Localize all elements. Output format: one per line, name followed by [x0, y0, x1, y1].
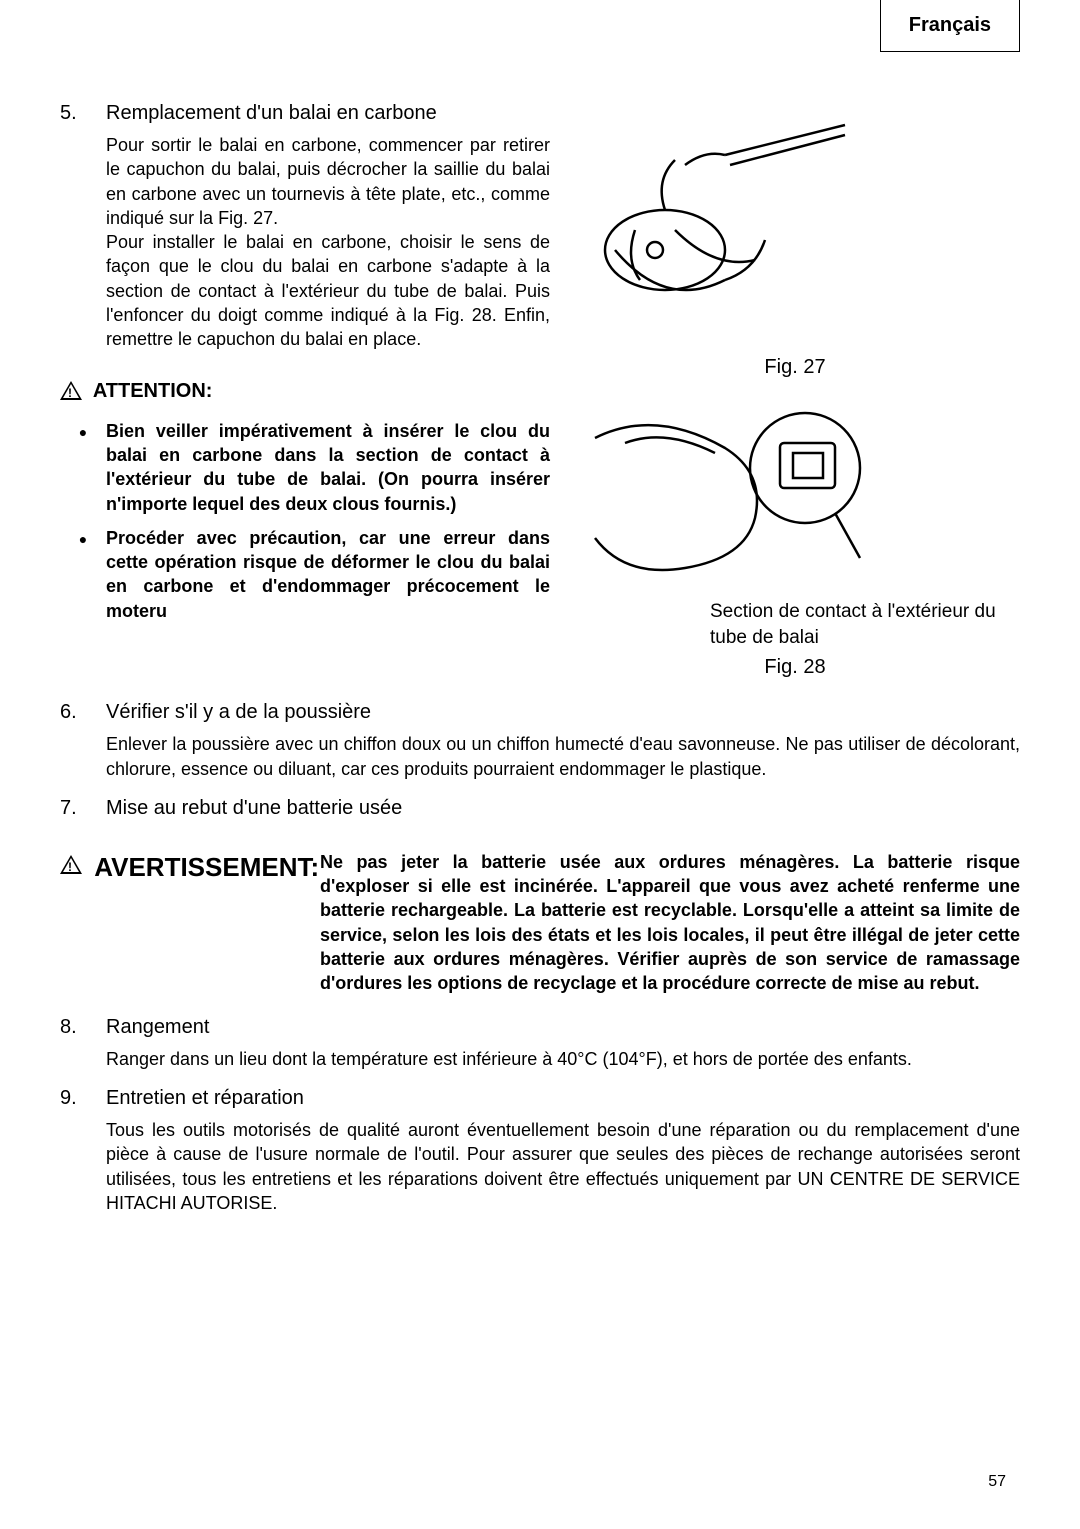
item-text: Tous les outils motorisés de qualité aur…	[106, 1118, 1020, 1215]
attention-heading: ATTENTION:	[60, 378, 550, 405]
item-text: Ranger dans un lieu dont la température …	[106, 1047, 1020, 1071]
brush-detail-illustration-icon	[575, 398, 895, 588]
list-item-8: 8. Rangement Ranger dans un lieu dont la…	[60, 1014, 1020, 1071]
figure-27: Fig. 27	[570, 100, 1020, 381]
figure-28: Section de contact à l'extérieur du tube…	[570, 393, 1020, 681]
item-text: Enlever la poussière avec un chiffon dou…	[106, 732, 1020, 781]
page-number: 57	[988, 1471, 1006, 1493]
warning-icon	[60, 381, 82, 400]
item-number: 5.	[60, 100, 106, 352]
language-tab: Français	[880, 0, 1020, 52]
figure-label: Section de contact à l'extérieur du tube…	[710, 599, 1020, 650]
item-title: Entretien et réparation	[106, 1085, 1020, 1112]
item-title: Vérifier s'il y a de la poussière	[106, 699, 1020, 726]
figure-caption: Fig. 28	[570, 654, 1020, 681]
item-number: 6.	[60, 699, 106, 781]
item-title: Remplacement d'un balai en carbone	[106, 100, 550, 127]
list-item-9: 9. Entretien et réparation Tous les outi…	[60, 1085, 1020, 1215]
bullet-text: Procéder avec précaution, car une erreur…	[106, 526, 550, 623]
figure-caption: Fig. 27	[570, 354, 1020, 381]
list-item-6: 6. Vérifier s'il y a de la poussière Enl…	[60, 699, 1020, 781]
avertissement-block: AVERTISSEMENT: Ne pas jeter la batterie …	[60, 850, 1020, 996]
bullet-icon	[60, 419, 106, 516]
drill-illustration-icon	[575, 110, 895, 340]
item-title: Mise au rebut d'une batterie usée	[106, 795, 1020, 822]
bullet-item: Bien veiller impérativement à insérer le…	[60, 419, 550, 516]
page-content: 5. Remplacement d'un balai en carbone Po…	[60, 100, 1020, 1215]
bullet-text: Bien veiller impérativement à insérer le…	[106, 419, 550, 516]
avertissement-text: Ne pas jeter la batterie usée aux ordure…	[320, 850, 1020, 996]
item-text: Pour sortir le balai en carbone, commenc…	[106, 133, 550, 352]
attention-label: ATTENTION:	[93, 380, 213, 402]
list-item-5: 5. Remplacement d'un balai en carbone Po…	[60, 100, 550, 352]
bullet-icon	[60, 526, 106, 623]
item-number: 7.	[60, 795, 106, 828]
item-number: 9.	[60, 1085, 106, 1215]
warning-icon	[60, 855, 82, 874]
list-item-7: 7. Mise au rebut d'une batterie usée	[60, 795, 1020, 828]
avertissement-label: AVERTISSEMENT:	[94, 852, 319, 882]
bullet-item: Procéder avec précaution, car une erreur…	[60, 526, 550, 623]
item-number: 8.	[60, 1014, 106, 1071]
item-title: Rangement	[106, 1014, 1020, 1041]
